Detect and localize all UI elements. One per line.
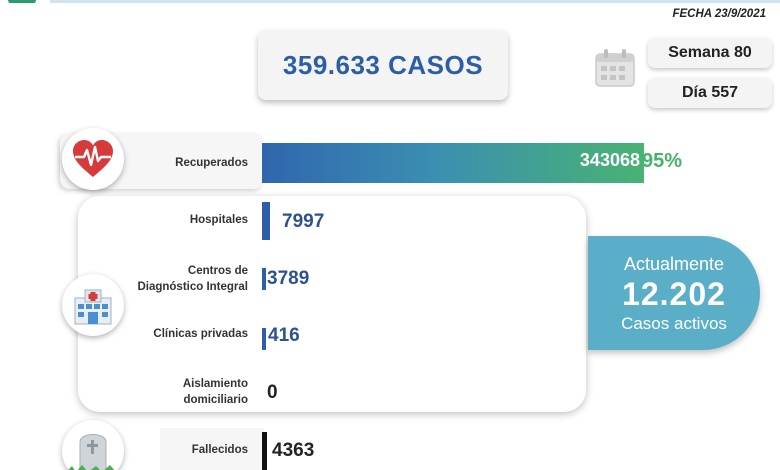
hospitales-label: Hospitales (189, 214, 248, 226)
corner-mark (8, 0, 36, 4)
deceased-panel (160, 428, 264, 470)
recovered-percent: 95% (642, 150, 683, 172)
total-cases-text: 359.633 CASOS (282, 49, 484, 80)
deceased-value: 4363 (272, 440, 315, 461)
cdi-value: 3789 (267, 268, 310, 289)
cdi-bar (262, 268, 266, 290)
calendar-icon (595, 49, 635, 87)
active-cases-number: 12.202 (622, 276, 726, 312)
deceased-label: Fallecidos (191, 444, 248, 456)
active-cases-caption: Actualmente (623, 254, 725, 274)
active-cases-card: Actualmente 12.202 Casos activos (588, 236, 760, 350)
total-cases-card: 359.633 CASOS (258, 30, 508, 100)
top-divider (50, 0, 780, 3)
recovered-bar (262, 143, 644, 183)
day-badge: Día 557 (648, 78, 772, 108)
clinicas-value: 416 (268, 325, 300, 346)
clinicas-bar (262, 328, 266, 350)
week-badge: Semana 80 (648, 38, 772, 68)
recovered-value: 343068 (579, 150, 640, 170)
tombstone-icon (68, 434, 123, 470)
clinicas-label: Clínicas privadas (153, 328, 248, 340)
hospital-icon (74, 289, 112, 325)
deceased-icon-circle (62, 420, 124, 470)
hospitalization-panel (78, 196, 586, 412)
recovered-label: Recuperados (175, 157, 248, 169)
hospitales-bar (262, 202, 270, 240)
hospitales-value: 7997 (282, 211, 325, 232)
recovered-icon-circle (62, 128, 124, 190)
report-date: FECHA 23/9/2021 (672, 8, 766, 20)
deceased-bar (262, 432, 267, 470)
aislamiento-label: Aislamiento domiciliario (182, 378, 248, 406)
aislamiento-value: 0 (267, 382, 278, 403)
cdi-label: Centros de Diagnóstico Integral (137, 265, 248, 293)
heart-pulse-icon (73, 140, 113, 177)
active-cases-label: Casos activos (621, 314, 727, 333)
hospital-icon-circle (62, 274, 124, 336)
